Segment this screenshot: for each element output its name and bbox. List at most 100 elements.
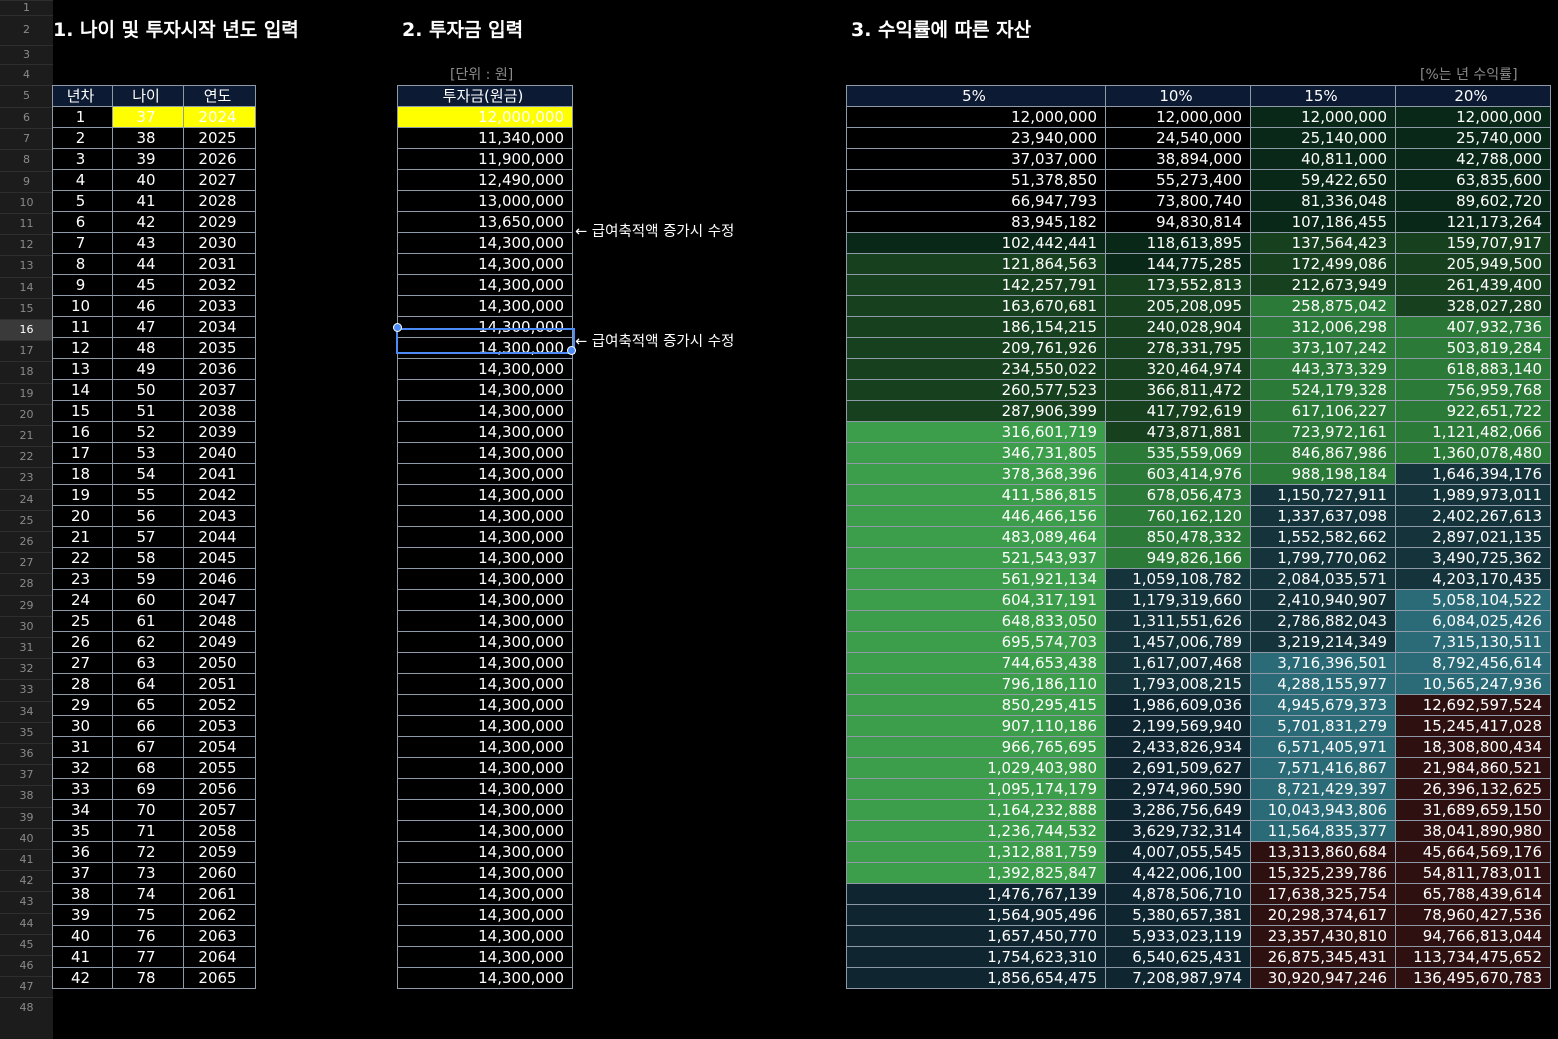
asset-cell[interactable]: 1,059,108,782 xyxy=(1105,568,1251,590)
asset-cell[interactable]: 988,198,184 xyxy=(1250,463,1396,485)
year-cell[interactable]: 2044 xyxy=(183,526,256,548)
asset-cell[interactable]: 212,673,949 xyxy=(1250,274,1396,296)
year-count-cell[interactable]: 12 xyxy=(52,337,113,359)
principal-cell[interactable]: 14,300,000 xyxy=(397,379,573,401)
asset-cell[interactable]: 4,288,155,977 xyxy=(1250,673,1396,695)
row-number[interactable]: 17 xyxy=(19,344,34,358)
asset-cell[interactable]: 1,989,973,011 xyxy=(1395,484,1551,506)
year-count-cell[interactable]: 35 xyxy=(52,820,113,842)
principal-cell[interactable]: 14,300,000 xyxy=(397,400,573,422)
age-cell[interactable]: 64 xyxy=(112,673,184,695)
asset-cell[interactable]: 443,373,329 xyxy=(1250,358,1396,380)
age-cell[interactable]: 60 xyxy=(112,589,184,611)
row-number[interactable]: 26 xyxy=(19,535,34,548)
row-number[interactable]: 24 xyxy=(19,492,34,506)
asset-cell[interactable]: 503,819,284 xyxy=(1395,337,1551,359)
age-cell[interactable]: 73 xyxy=(112,862,184,884)
row-number[interactable]: 14 xyxy=(19,280,34,294)
asset-cell[interactable]: 31,689,659,150 xyxy=(1395,799,1551,821)
asset-cell[interactable]: 3,286,756,649 xyxy=(1105,799,1251,821)
year-count-cell[interactable]: 31 xyxy=(52,736,113,758)
asset-cell[interactable]: 4,203,170,435 xyxy=(1395,568,1551,590)
age-cell[interactable]: 75 xyxy=(112,904,184,926)
asset-cell[interactable]: 922,651,722 xyxy=(1395,400,1551,422)
year-cell[interactable]: 2041 xyxy=(183,463,256,485)
principal-cell[interactable]: 12,490,000 xyxy=(397,169,573,191)
row-number[interactable]: 47 xyxy=(19,980,34,994)
year-count-cell[interactable]: 42 xyxy=(52,967,113,989)
asset-cell[interactable]: 850,295,415 xyxy=(846,694,1106,716)
row-number[interactable]: 34 xyxy=(19,704,34,718)
asset-cell[interactable]: 320,464,974 xyxy=(1105,358,1251,380)
row-number[interactable]: 13 xyxy=(19,259,34,273)
year-cell[interactable]: 2061 xyxy=(183,883,256,905)
row-number[interactable]: 39 xyxy=(19,810,34,824)
asset-cell[interactable]: 107,186,455 xyxy=(1250,211,1396,233)
year-count-cell[interactable]: 2 xyxy=(52,127,113,149)
year-count-cell[interactable]: 36 xyxy=(52,841,113,863)
principal-cell[interactable]: 14,300,000 xyxy=(397,946,573,968)
year-cell[interactable]: 2048 xyxy=(183,610,256,632)
principal-cell[interactable]: 14,300,000 xyxy=(397,547,573,569)
asset-cell[interactable]: 66,947,793 xyxy=(846,190,1106,212)
header-rate-15[interactable]: 15% xyxy=(1250,85,1396,107)
year-count-cell[interactable]: 1 xyxy=(52,106,113,128)
year-count-cell[interactable]: 30 xyxy=(52,715,113,737)
asset-cell[interactable]: 1,164,232,888 xyxy=(846,799,1106,821)
age-cell[interactable]: 65 xyxy=(112,694,184,716)
row-number[interactable]: 7 xyxy=(23,132,30,146)
asset-cell[interactable]: 4,007,055,545 xyxy=(1105,841,1251,863)
age-cell[interactable]: 66 xyxy=(112,715,184,737)
asset-cell[interactable]: 4,878,506,710 xyxy=(1105,883,1251,905)
asset-cell[interactable]: 159,707,917 xyxy=(1395,232,1551,254)
principal-cell[interactable]: 14,300,000 xyxy=(397,778,573,800)
asset-cell[interactable]: 3,490,725,362 xyxy=(1395,547,1551,569)
asset-cell[interactable]: 2,974,960,590 xyxy=(1105,778,1251,800)
asset-cell[interactable]: 5,058,104,522 xyxy=(1395,589,1551,611)
asset-cell[interactable]: 483,089,464 xyxy=(846,526,1106,548)
principal-cell[interactable]: 14,300,000 xyxy=(397,652,573,674)
year-cell[interactable]: 2042 xyxy=(183,484,256,506)
asset-cell[interactable]: 172,499,086 xyxy=(1250,253,1396,275)
asset-cell[interactable]: 13,313,860,684 xyxy=(1250,841,1396,863)
principal-cell[interactable]: 14,300,000 xyxy=(397,673,573,695)
asset-cell[interactable]: 1,029,403,980 xyxy=(846,757,1106,779)
row-number[interactable]: 31 xyxy=(19,641,34,654)
asset-cell[interactable]: 173,552,813 xyxy=(1105,274,1251,296)
row-number[interactable]: 37 xyxy=(19,768,34,782)
asset-cell[interactable]: 1,617,007,468 xyxy=(1105,652,1251,674)
asset-cell[interactable]: 378,368,396 xyxy=(846,463,1106,485)
asset-cell[interactable]: 287,906,399 xyxy=(846,400,1106,422)
asset-cell[interactable]: 42,788,000 xyxy=(1395,148,1551,170)
age-cell[interactable]: 52 xyxy=(112,421,184,443)
asset-cell[interactable]: 137,564,423 xyxy=(1250,232,1396,254)
selection-handle-bottom-right[interactable] xyxy=(567,346,576,355)
row-number[interactable]: 43 xyxy=(19,895,34,909)
asset-cell[interactable]: 4,945,679,373 xyxy=(1250,694,1396,716)
asset-cell[interactable]: 234,550,022 xyxy=(846,358,1106,380)
year-cell[interactable]: 2035 xyxy=(183,337,256,359)
asset-cell[interactable]: 1,150,727,911 xyxy=(1250,484,1396,506)
row-number[interactable]: 23 xyxy=(19,471,34,485)
row-number[interactable]: 1 xyxy=(23,1,30,14)
year-cell[interactable]: 2027 xyxy=(183,169,256,191)
asset-cell[interactable]: 1,552,582,662 xyxy=(1250,526,1396,548)
year-cell[interactable]: 2038 xyxy=(183,400,256,422)
asset-cell[interactable]: 8,721,429,397 xyxy=(1250,778,1396,800)
asset-cell[interactable]: 3,716,396,501 xyxy=(1250,652,1396,674)
row-number[interactable]: 15 xyxy=(19,301,34,315)
asset-cell[interactable]: 7,315,130,511 xyxy=(1395,631,1551,653)
year-count-cell[interactable]: 38 xyxy=(52,883,113,905)
row-number[interactable]: 22 xyxy=(19,450,34,464)
year-count-cell[interactable]: 37 xyxy=(52,862,113,884)
asset-cell[interactable]: 65,788,439,614 xyxy=(1395,883,1551,905)
year-cell[interactable]: 2060 xyxy=(183,862,256,884)
year-cell[interactable]: 2024 xyxy=(183,106,256,128)
asset-cell[interactable]: 54,811,783,011 xyxy=(1395,862,1551,884)
asset-cell[interactable]: 12,000,000 xyxy=(1395,106,1551,128)
year-cell[interactable]: 2065 xyxy=(183,967,256,989)
asset-cell[interactable]: 617,106,227 xyxy=(1250,400,1396,422)
asset-cell[interactable]: 521,543,937 xyxy=(846,547,1106,569)
year-cell[interactable]: 2043 xyxy=(183,505,256,527)
year-count-cell[interactable]: 13 xyxy=(52,358,113,380)
